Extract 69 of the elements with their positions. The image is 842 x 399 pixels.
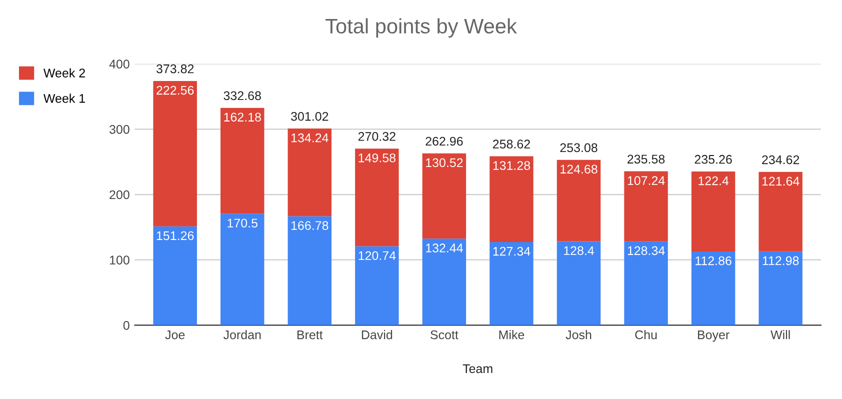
- data-label: 107.24: [628, 176, 665, 186]
- x-axis-title: Team: [462, 364, 492, 374]
- data-label: 130.52: [426, 158, 463, 168]
- data-label: 149.58: [358, 153, 396, 162]
- total-label: 235.26: [694, 154, 732, 164]
- data-label: 128.4: [564, 246, 594, 256]
- bar: [422, 153, 466, 239]
- total-label: 253.08: [560, 143, 598, 152]
- bar: [355, 148, 399, 246]
- bar: [153, 226, 197, 326]
- data-label: 112.98: [762, 256, 799, 266]
- x-tick-label: Boyer: [698, 330, 730, 342]
- y-tick-label: 200: [110, 190, 130, 200]
- bar: [288, 128, 332, 216]
- y-tick-label: 400: [109, 60, 130, 68]
- data-label: 162.18: [224, 112, 261, 122]
- total-label: 301.02: [291, 112, 328, 121]
- data-label: 122.4: [698, 176, 729, 186]
- bar: [624, 241, 668, 326]
- bar: [220, 108, 264, 214]
- legend-label: Week 1: [43, 94, 85, 103]
- total-label: 258.62: [492, 140, 530, 149]
- bar: [288, 216, 332, 326]
- y-tick-label: 300: [109, 124, 130, 134]
- x-tick-label: Scott: [430, 330, 458, 340]
- x-tick-label: Chu: [635, 330, 657, 340]
- x-tick-label: Brett: [297, 330, 323, 340]
- data-label: 222.56: [156, 86, 194, 95]
- bar: [422, 238, 466, 326]
- y-tick-label: 0: [123, 320, 130, 330]
- bar: [691, 171, 736, 252]
- bar: [355, 246, 399, 326]
- total-label: 262.96: [426, 136, 463, 146]
- data-label: 128.34: [628, 246, 665, 256]
- data-label: 151.26: [156, 231, 194, 240]
- total-label: 235.58: [628, 154, 665, 164]
- bar: [220, 214, 264, 326]
- x-tick-label: Josh: [566, 330, 592, 340]
- data-label: 120.74: [358, 251, 396, 260]
- x-tick-label: David: [362, 330, 392, 340]
- data-label: 166.78: [291, 221, 328, 230]
- bar: [490, 156, 534, 242]
- total-label: 373.82: [156, 64, 194, 74]
- bar: [758, 251, 802, 326]
- y-tick-label: 100: [110, 256, 130, 264]
- data-label: 127.34: [493, 246, 530, 256]
- x-tick-label: Will: [770, 330, 790, 340]
- x-tick-label: Joe: [165, 330, 185, 340]
- x-tick-label: Mike: [499, 330, 524, 340]
- total-label: 270.32: [358, 132, 396, 141]
- data-label: 170.5: [228, 218, 258, 228]
- chart-title: Total points by Week: [326, 18, 517, 38]
- total-label: 332.68: [224, 91, 261, 100]
- bar: [691, 251, 736, 326]
- bar: [624, 171, 668, 242]
- data-label: 131.28: [493, 161, 530, 170]
- bar: [490, 242, 534, 326]
- data-label: 112.86: [696, 256, 732, 266]
- x-tick-label: Jordan: [223, 330, 261, 340]
- bar: [556, 241, 601, 326]
- data-label: 134.24: [291, 133, 328, 142]
- bar: [556, 160, 601, 242]
- legend-label: Week 2: [43, 68, 85, 78]
- total-label: 234.62: [762, 155, 800, 164]
- data-label: 132.44: [426, 244, 463, 252]
- bar: [153, 80, 197, 226]
- data-label: 124.68: [560, 164, 598, 174]
- bar: [758, 172, 802, 252]
- data-label: 121.64: [762, 176, 800, 186]
